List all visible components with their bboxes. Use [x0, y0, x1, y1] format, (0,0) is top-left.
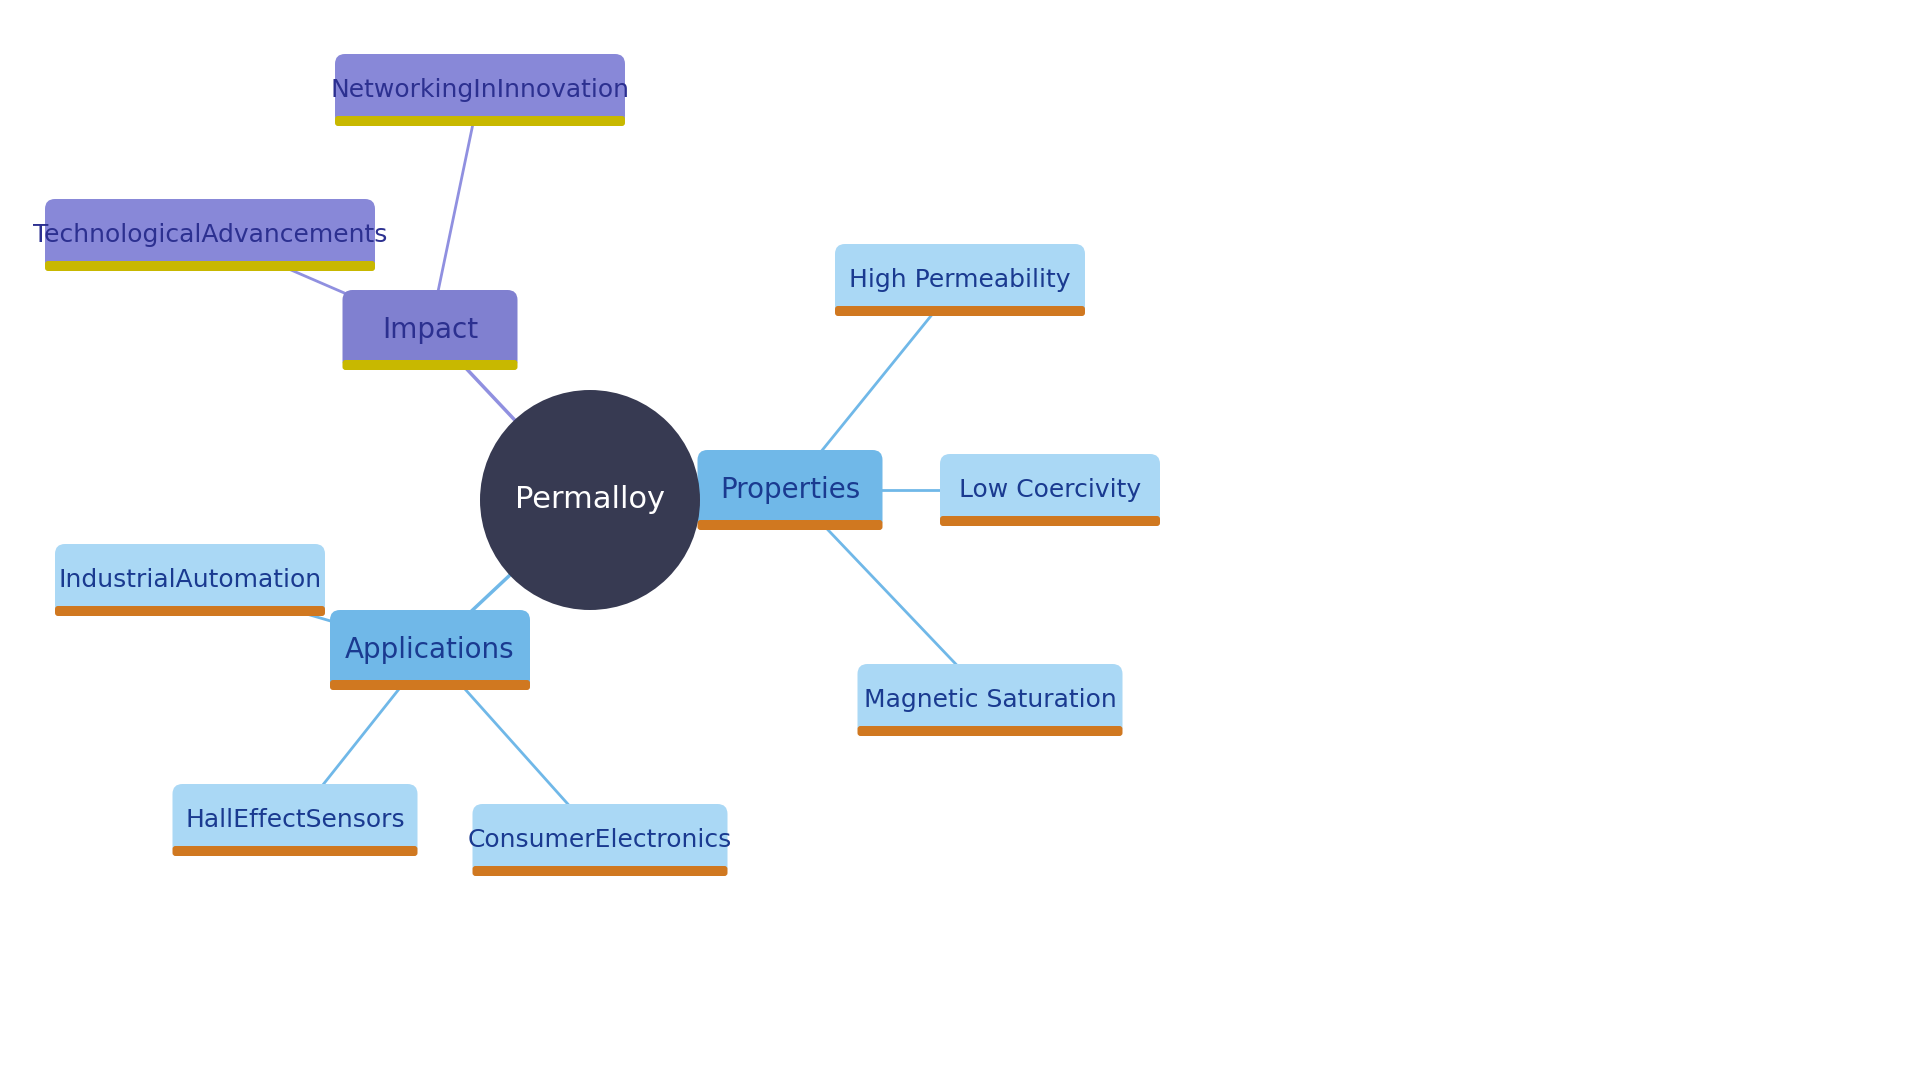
Text: NetworkingInInnovation: NetworkingInInnovation	[330, 78, 630, 102]
Text: TechnologicalAdvancements: TechnologicalAdvancements	[33, 222, 388, 247]
FancyBboxPatch shape	[173, 846, 417, 856]
FancyBboxPatch shape	[697, 450, 883, 530]
Text: Impact: Impact	[382, 316, 478, 345]
Text: Properties: Properties	[720, 476, 860, 504]
Text: High Permeability: High Permeability	[849, 268, 1071, 292]
FancyBboxPatch shape	[835, 244, 1085, 316]
FancyBboxPatch shape	[56, 544, 324, 616]
FancyBboxPatch shape	[342, 360, 518, 370]
FancyBboxPatch shape	[941, 454, 1160, 526]
FancyBboxPatch shape	[330, 680, 530, 690]
Text: Applications: Applications	[346, 636, 515, 664]
FancyBboxPatch shape	[472, 866, 728, 876]
FancyBboxPatch shape	[835, 306, 1085, 316]
FancyBboxPatch shape	[44, 261, 374, 271]
Ellipse shape	[480, 390, 701, 610]
Text: ConsumerElectronics: ConsumerElectronics	[468, 828, 732, 852]
FancyBboxPatch shape	[334, 54, 626, 126]
FancyBboxPatch shape	[941, 516, 1160, 526]
Text: Permalloy: Permalloy	[515, 486, 664, 514]
Text: Magnetic Saturation: Magnetic Saturation	[864, 688, 1116, 712]
Text: HallEffectSensors: HallEffectSensors	[184, 808, 405, 832]
FancyBboxPatch shape	[56, 606, 324, 616]
Text: IndustrialAutomation: IndustrialAutomation	[58, 568, 321, 592]
FancyBboxPatch shape	[697, 519, 883, 530]
FancyBboxPatch shape	[342, 291, 518, 370]
FancyBboxPatch shape	[334, 116, 626, 126]
FancyBboxPatch shape	[472, 804, 728, 876]
FancyBboxPatch shape	[858, 726, 1123, 735]
Text: Low Coercivity: Low Coercivity	[958, 478, 1140, 502]
FancyBboxPatch shape	[173, 784, 417, 856]
FancyBboxPatch shape	[858, 664, 1123, 735]
FancyBboxPatch shape	[330, 610, 530, 690]
FancyBboxPatch shape	[44, 199, 374, 271]
